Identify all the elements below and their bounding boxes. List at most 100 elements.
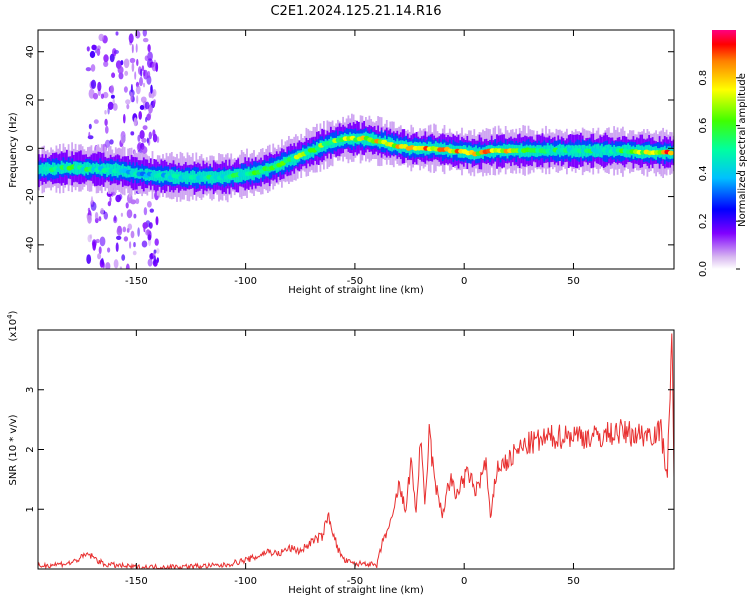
noise-speckle	[115, 242, 119, 252]
noise-speckle	[131, 62, 135, 72]
snr-y-multiplier: (x104)	[6, 310, 19, 341]
noise-speckle	[148, 131, 152, 140]
ridge-peak	[314, 146, 321, 152]
noise-speckle	[104, 118, 108, 126]
noise-speckle	[141, 146, 148, 155]
noise-speckle	[102, 91, 109, 99]
noise-speckle	[98, 33, 105, 42]
noise-speckle	[96, 48, 101, 56]
noise-speckle	[126, 209, 133, 219]
noise-speckle	[120, 60, 124, 66]
noise-speckle	[150, 84, 153, 94]
noise-speckle	[94, 212, 99, 220]
noise-speckle	[112, 48, 117, 57]
x-tick-label: -100	[234, 576, 257, 587]
noise-speckle	[143, 69, 146, 77]
noise-speckle	[102, 262, 105, 269]
snr-y-label: SNR (10 * v/v)	[8, 414, 19, 485]
noise-speckle	[145, 116, 148, 123]
noise-speckle	[135, 85, 141, 95]
noise-speckle	[133, 213, 137, 219]
colorbar-gradient	[712, 30, 736, 269]
noise-speckle	[152, 100, 156, 108]
noise-speckle	[128, 33, 134, 44]
noise-speckle	[137, 134, 141, 142]
noise-speckle	[100, 93, 104, 99]
noise-speckle	[90, 64, 96, 72]
snr-x-axis: -150 -100 -50 0 50	[125, 330, 580, 587]
colorbar-label: Normalized spectral amplitude	[737, 73, 748, 227]
noise-speckle	[142, 125, 148, 130]
noise-speckle	[111, 72, 116, 78]
noise-speckle	[120, 135, 126, 144]
noise-speckle	[142, 222, 148, 229]
noise-speckle	[107, 201, 112, 207]
noise-speckle	[118, 72, 124, 80]
ridge-peak	[667, 150, 674, 156]
spectrogram-panel: -150 -100 -50 0 50 -40 -20 0 20 40 Height of str…	[8, 29, 675, 296]
noise-speckle	[117, 66, 124, 74]
noise-speckle	[132, 250, 137, 256]
noise-speckle	[125, 202, 129, 209]
noise-speckle	[123, 58, 130, 69]
noise-speckle	[89, 50, 96, 59]
noise-speckle	[149, 208, 154, 213]
x-tick-label: -50	[347, 576, 363, 587]
noise-speckle	[134, 71, 137, 80]
noise-speckle	[100, 207, 104, 215]
noise-speckle	[104, 110, 107, 115]
noise-speckle	[155, 62, 159, 72]
y-tick-label: 40	[25, 45, 36, 58]
noise-speckle	[97, 81, 102, 92]
noise-speckle	[130, 83, 133, 93]
x-tick-label: -150	[125, 576, 148, 587]
noise-speckle	[91, 44, 97, 51]
y-tick-label: 2	[25, 446, 36, 452]
snr-y-axis: 1 2 3	[25, 387, 674, 512]
noise-speckle	[142, 37, 149, 43]
noise-speckle	[87, 214, 92, 224]
noise-speckle	[110, 94, 115, 99]
noise-speckle	[97, 253, 102, 260]
noise-speckle	[103, 54, 109, 63]
noise-speckle	[98, 246, 102, 255]
colorbar-tick-label: 0.0	[698, 261, 709, 277]
noise-speckle	[136, 95, 139, 104]
snr-plot-area	[38, 330, 674, 569]
snr-panel: -150 -100 -50 0 50 1 2 3 Height of straight li…	[6, 310, 675, 596]
noise-speckle	[118, 194, 123, 200]
noise-speckle	[140, 68, 143, 77]
noise-speckle	[152, 129, 156, 137]
noise-speckle	[147, 70, 151, 79]
noise-speckle	[141, 65, 145, 72]
noise-speckle	[137, 227, 140, 237]
noise-speckle	[90, 196, 94, 205]
noise-speckle	[123, 86, 128, 93]
noise-speckle	[107, 247, 111, 253]
spectrogram-frame	[37, 29, 675, 270]
y-tick-label: 3	[25, 387, 36, 393]
noise-speckle	[88, 131, 91, 139]
noise-speckle	[147, 112, 152, 119]
noise-speckle	[144, 101, 150, 110]
noise-speckle	[98, 216, 102, 222]
noise-speckle	[116, 235, 122, 240]
noise-speckle	[138, 111, 142, 120]
noise-speckle	[121, 254, 126, 261]
colorbar-tick-label: 0.6	[698, 118, 709, 134]
noise-speckle	[113, 259, 119, 269]
noise-speckle	[113, 216, 118, 224]
noise-speckle	[122, 226, 127, 233]
noise-speckle	[147, 138, 151, 146]
noise-speckle	[139, 130, 145, 140]
y-tick-label: -20	[25, 188, 36, 204]
noise-speckle	[139, 105, 145, 110]
noise-speckle	[119, 266, 123, 269]
snr-series-line	[38, 333, 674, 569]
x-tick-label: 0	[461, 576, 467, 587]
noise-speckle	[127, 223, 133, 231]
noise-speckle	[153, 255, 157, 265]
noise-speckle	[130, 131, 135, 136]
noise-speckle	[123, 113, 126, 124]
noise-speckle	[116, 226, 123, 236]
